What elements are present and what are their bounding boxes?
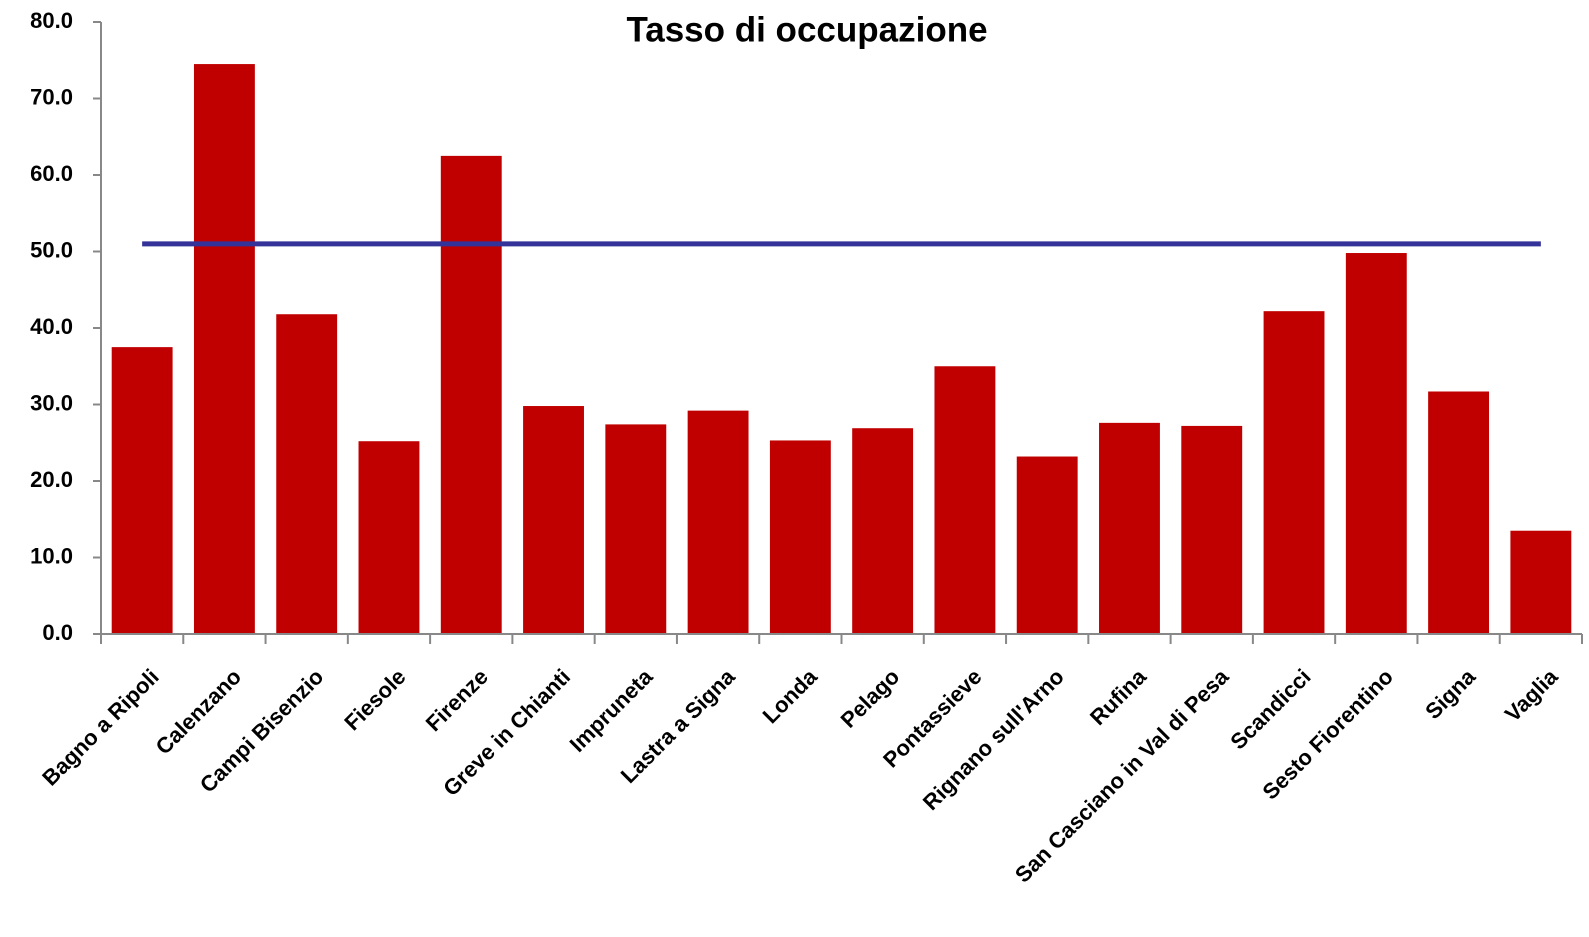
y-tick-label: 30.0 xyxy=(30,390,73,415)
bar xyxy=(934,366,996,634)
bar xyxy=(1428,391,1490,634)
x-tick-label: Fiesole xyxy=(339,664,410,735)
y-tick-label: 20.0 xyxy=(30,467,73,492)
x-tick-label: Signa xyxy=(1420,663,1481,724)
bar xyxy=(1016,456,1078,634)
x-tick-label: Pelago xyxy=(836,664,905,733)
x-tick-label: Rignano sull'Arno xyxy=(918,664,1069,815)
y-tick-label: 40.0 xyxy=(30,314,73,339)
bar xyxy=(1181,425,1243,634)
bar xyxy=(1263,311,1325,634)
bar xyxy=(1099,422,1160,634)
x-tick-label: Vaglia xyxy=(1500,663,1563,726)
x-tick-label: Londa xyxy=(758,663,823,728)
bar xyxy=(193,64,255,634)
y-tick-label: 80.0 xyxy=(30,8,73,33)
bar xyxy=(111,347,173,634)
y-tick-label: 0.0 xyxy=(42,620,73,645)
bar xyxy=(276,314,338,634)
y-tick-label: 50.0 xyxy=(30,237,73,262)
y-tick-label: 10.0 xyxy=(30,543,73,568)
bar xyxy=(1510,530,1572,634)
y-tick-label: 70.0 xyxy=(30,84,73,109)
bar xyxy=(358,441,420,634)
bar xyxy=(852,428,914,634)
bar xyxy=(769,440,831,634)
chart-title: Tasso di occupazione xyxy=(626,10,987,49)
bar xyxy=(1345,253,1407,634)
bar xyxy=(440,155,502,634)
bar xyxy=(687,410,749,634)
y-tick-label: 60.0 xyxy=(30,161,73,186)
x-tick-label: Rufina xyxy=(1085,663,1152,730)
bar xyxy=(605,424,667,634)
x-tick-label: Bagno a Ripoli xyxy=(37,664,164,791)
x-tick-label: Firenze xyxy=(421,664,493,736)
bar xyxy=(523,406,584,634)
